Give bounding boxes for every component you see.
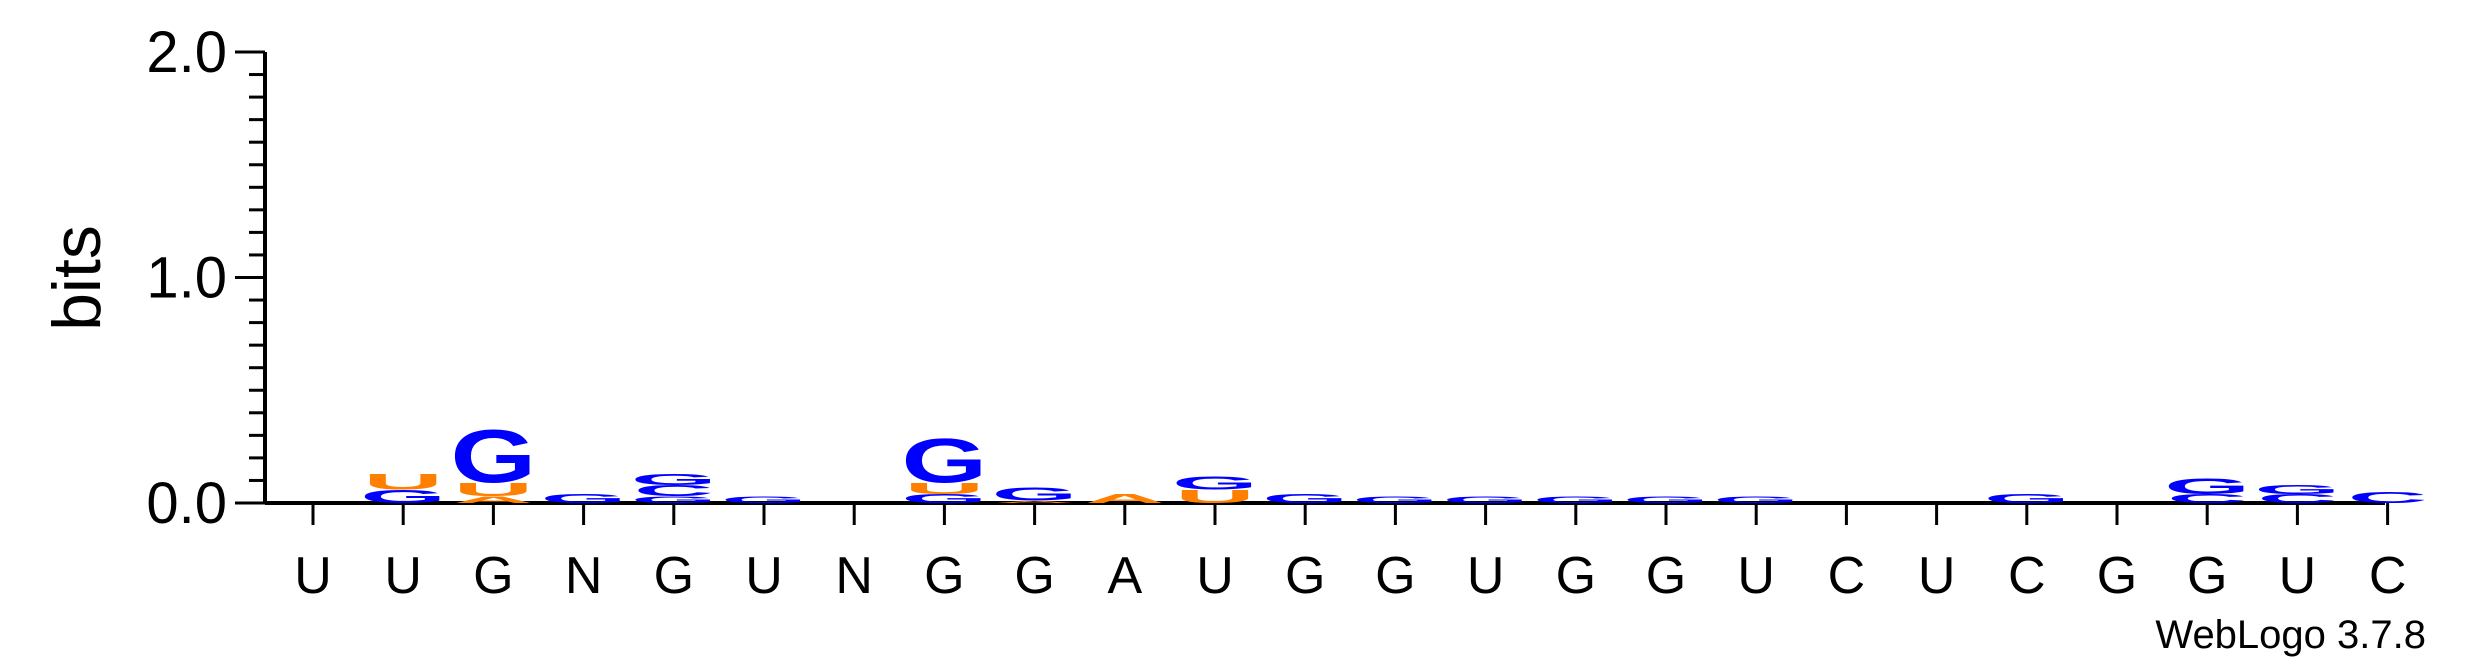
position-label: N <box>565 547 603 605</box>
y-axis-title: bits <box>39 225 115 331</box>
logo-letter-U: U <box>363 470 443 494</box>
weblogo-credit: WebLogo 3.7.8 <box>2155 613 2426 657</box>
logo-letter-G: G <box>1533 494 1619 505</box>
position-label: G <box>473 547 513 605</box>
position-label: U <box>294 547 332 605</box>
position-label: G <box>1375 547 1415 605</box>
logo-letter-G: G <box>450 415 536 499</box>
logo-letter-A: A <box>454 494 534 505</box>
position-label: C <box>1828 547 1866 605</box>
y-tick-label: 1.0 <box>146 246 227 311</box>
logo-letter-G: G <box>2164 474 2250 498</box>
logo-letter-G: G <box>1713 494 1799 505</box>
position-label: C <box>2008 547 2046 605</box>
position-label: G <box>1014 547 1054 605</box>
logo-letter-C: C <box>2258 492 2338 506</box>
position-label: U <box>2279 547 2317 605</box>
logo-letter-G: G <box>1262 492 1348 506</box>
y-tick-label: 0.0 <box>146 471 227 536</box>
position-label: U <box>745 547 783 605</box>
position-label: G <box>1646 547 1686 605</box>
position-label: U <box>1737 547 1775 605</box>
logo-letter-G: G <box>901 427 987 497</box>
position-label: U <box>384 547 422 605</box>
logo-letter-U: U <box>1175 486 1255 507</box>
logo-letter-G: G <box>360 486 446 507</box>
axes: 0.0 1.0 2.0 <box>146 20 2385 536</box>
logo-letter-A: A <box>1085 492 1165 506</box>
position-label: U <box>1196 547 1234 605</box>
logo-letter-G: G <box>1443 494 1529 505</box>
logo-letter-G: G <box>631 494 717 505</box>
position-label: A <box>1107 547 1142 605</box>
position-label: C <box>2369 547 2407 605</box>
position-label: G <box>2097 547 2137 605</box>
position-label: N <box>835 547 873 605</box>
logo-letter-C: C <box>2348 489 2428 506</box>
logo-letter-G: G <box>1984 492 2070 506</box>
logo-letter-G: G <box>1172 472 1258 493</box>
logo-letter-G: G <box>631 471 717 488</box>
position-label: U <box>1918 547 1956 605</box>
logo-letter-G: G <box>721 494 807 505</box>
y-tick-label: 2.0 <box>146 20 227 85</box>
logo-letter-U: U <box>454 479 534 500</box>
logo-letter-G: G <box>901 492 987 506</box>
logo-letter-G: G <box>1352 494 1438 505</box>
logo-letter-U: U <box>905 480 985 497</box>
logo-letter-G: G <box>992 484 1078 505</box>
position-label: G <box>654 547 694 605</box>
logo-letter-C: C <box>2167 492 2247 506</box>
position-label: G <box>924 547 964 605</box>
logo-letter-A: A <box>995 500 1075 504</box>
logo-letter-C: C <box>634 482 714 499</box>
position-label: U <box>1467 547 1505 605</box>
logo-letter-G: G <box>541 492 627 506</box>
logo-letter-G: G <box>1623 494 1709 505</box>
logo-letter-G: G <box>2254 483 2340 497</box>
position-label: G <box>2187 547 2227 605</box>
position-label: G <box>1285 547 1325 605</box>
position-label: G <box>1556 547 1596 605</box>
